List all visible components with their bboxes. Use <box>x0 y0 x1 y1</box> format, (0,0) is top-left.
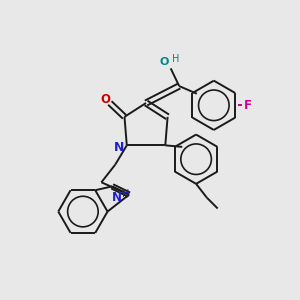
Text: O: O <box>100 93 110 106</box>
Text: H: H <box>122 189 130 199</box>
Text: N: N <box>112 191 122 204</box>
Text: H: H <box>172 54 179 64</box>
Text: O: O <box>160 57 169 67</box>
Text: N: N <box>114 141 124 154</box>
Text: F: F <box>244 99 252 112</box>
